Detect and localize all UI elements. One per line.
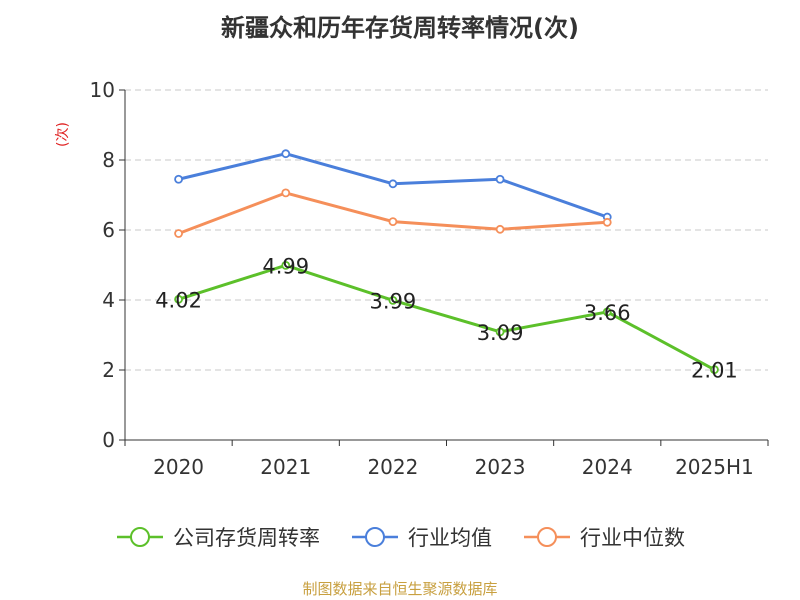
data-point [602, 307, 612, 317]
data-label: 3.09 [477, 321, 524, 345]
y-tick-label: 6 [102, 218, 115, 242]
data-point [174, 174, 183, 184]
grid-lines [125, 89, 768, 371]
series-line [178, 263, 716, 371]
source-note: 制图数据来自恒生聚源数据库 [302, 580, 498, 598]
chart-title: 新疆众和历年存货周转率情况(次) [221, 14, 579, 42]
data-label: 2.01 [691, 359, 738, 383]
data-point [495, 174, 505, 184]
data-point [495, 327, 505, 337]
legend-swatch-icon [352, 527, 398, 547]
x-tick-label: 2023 [475, 455, 526, 479]
data-point [174, 229, 183, 238]
legend-item[interactable]: 公司存货周转率 [115, 522, 320, 552]
legend-swatch-icon [524, 527, 570, 547]
data-point [281, 188, 291, 198]
data-point [388, 217, 398, 227]
y-tick-label: 0 [102, 428, 115, 452]
data-point [495, 224, 505, 234]
y-tick-label: 2 [102, 358, 115, 382]
series-line [178, 191, 608, 235]
legend-label: 行业中位数 [580, 526, 685, 550]
x-tick-label: 2022 [367, 455, 418, 479]
data-point [602, 217, 612, 227]
y-tick-label: 8 [102, 148, 115, 172]
data-label: 3.66 [584, 301, 631, 325]
data-label: 4.02 [155, 288, 202, 312]
legend-label: 行业均值 [408, 526, 492, 550]
legend-item[interactable]: 行业中位数 [522, 522, 685, 552]
y-tick-label: 4 [102, 288, 115, 312]
data-point [710, 365, 719, 375]
legend-swatch-icon [117, 527, 163, 547]
legend-item[interactable]: 行业均值 [350, 522, 492, 552]
data-point [281, 149, 291, 159]
data-point [388, 295, 398, 305]
axes: 0 2 4 6 8 10 2020 2021 2022 2023 2024 2025H1 [90, 78, 769, 479]
legend-label: 公司存货周转率 [173, 526, 320, 550]
x-tick-label: 2021 [260, 455, 311, 479]
data-point [174, 294, 183, 304]
data-label: 3.99 [370, 289, 417, 313]
data-point [388, 179, 398, 189]
x-tick-label: 2020 [153, 455, 204, 479]
series-lines [174, 149, 719, 375]
data-point [281, 260, 291, 270]
data-labels: 4.02 4.99 3.99 3.09 3.66 2.01 [155, 254, 738, 382]
legend: 公司存货周转率 行业均值 行业中位数 [0, 522, 800, 552]
x-tick-label: 2024 [582, 455, 633, 479]
x-tick-label: 2025H1 [675, 455, 754, 479]
data-label: 4.99 [262, 254, 309, 278]
y-tick-label: 10 [90, 78, 115, 102]
